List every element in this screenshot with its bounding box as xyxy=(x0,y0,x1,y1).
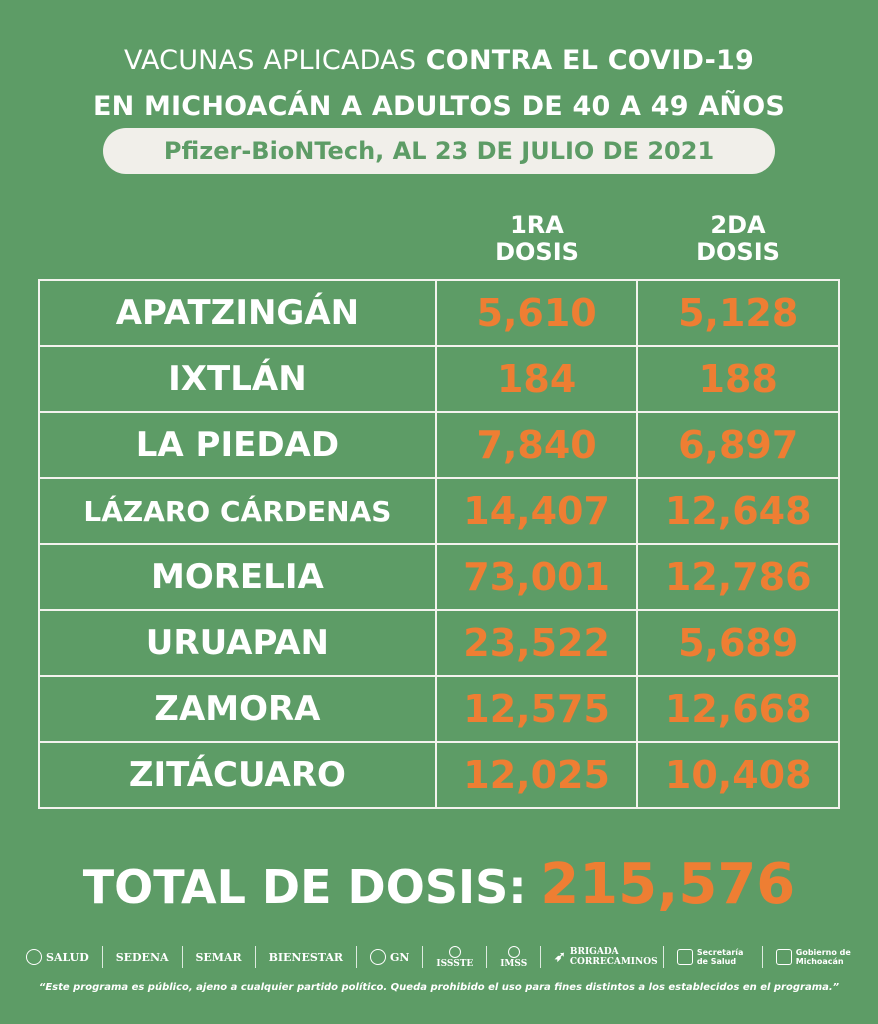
dose1-cell: 7,840 xyxy=(434,411,639,479)
title-bold-part: CONTRA EL COVID-19 xyxy=(425,45,754,76)
logo-issste-text: ISSSTE xyxy=(436,958,474,969)
dose2-cell: 12,786 xyxy=(636,543,840,611)
logo-issste: ISSSTE xyxy=(436,945,474,969)
dose2-cell: 10,408 xyxy=(636,741,840,809)
table-row: MORELIA 73,001 12,786 xyxy=(38,543,840,611)
issste-emblem-icon xyxy=(448,945,461,958)
dose2-cell: 5,689 xyxy=(636,609,840,677)
municipio-cell: APATZINGÁN xyxy=(38,279,437,347)
column-header-dose2-line1: 2DA xyxy=(710,211,766,239)
subtitle-pill: Pfizer-BioNTech, AL 23 DE JULIO DE 2021 xyxy=(103,128,775,174)
logo-brigada-text: BRIGADA CORRECAMINOS xyxy=(569,947,658,967)
municipio-cell: URUAPAN xyxy=(38,609,437,677)
title-line-1: VACUNAS APLICADAS CONTRA EL COVID-19 xyxy=(0,38,878,84)
dose2-cell: 12,648 xyxy=(636,477,840,545)
dose1-cell: 5,610 xyxy=(434,279,639,347)
logo-divider xyxy=(662,946,664,968)
gn-emblem-icon xyxy=(370,949,387,965)
table-row: LÁZARO CÁRDENAS 14,407 12,648 xyxy=(38,477,840,545)
title-line-2: EN MICHOACÁN A ADULTOS DE 40 A 49 AÑOS xyxy=(92,91,786,122)
municipio-cell: IXTLÁN xyxy=(38,345,437,413)
title-light-part: VACUNAS APLICADAS xyxy=(124,45,417,76)
logo-divider xyxy=(486,946,488,968)
logo-divider xyxy=(254,946,256,968)
column-header-dose1-line2: DOSIS xyxy=(495,238,579,266)
table-row: ZAMORA 12,575 12,668 xyxy=(38,675,840,743)
dose1-cell: 23,522 xyxy=(434,609,639,677)
municipio-cell: LÁZARO CÁRDENAS xyxy=(38,477,437,545)
page-title: VACUNAS APLICADAS CONTRA EL COVID-19 EN … xyxy=(0,38,878,130)
municipio-cell: MORELIA xyxy=(38,543,437,611)
column-header-dose2-line2: DOSIS xyxy=(696,238,780,266)
logo-secretaria-text: Secretaría de Salud xyxy=(696,948,744,966)
dose2-cell: 6,897 xyxy=(636,411,840,479)
vaccination-table: APATZINGÁN 5,610 5,128 IXTLÁN 184 188 LA… xyxy=(38,279,840,809)
logo-sedena: SEDENA xyxy=(115,950,169,964)
total-value: 215,576 xyxy=(540,852,796,917)
logo-brigada: ➶ BRIGADA CORRECAMINOS xyxy=(554,947,658,967)
salud-emblem-icon xyxy=(26,949,42,965)
logo-gobierno-michoacan: Gobierno de Michoacán xyxy=(775,948,852,966)
logo-divider xyxy=(101,946,103,968)
logo-divider xyxy=(181,946,183,968)
logo-strip: SALUD SEDENA SEMAR BIENESTAR GN ISSSTE I… xyxy=(26,942,852,972)
total-doses: TOTAL DE DOSIS: 215,576 xyxy=(0,850,878,933)
table-row: ZITÁCUARO 12,025 10,408 xyxy=(38,741,840,809)
logo-divider xyxy=(540,946,542,968)
dose2-cell: 188 xyxy=(636,345,840,413)
logo-semar: SEMAR xyxy=(195,950,242,964)
municipio-cell: LA PIEDAD xyxy=(38,411,437,479)
dose2-cell: 12,668 xyxy=(636,675,840,743)
logo-gobierno-text: Gobierno de Michoacán xyxy=(795,948,851,966)
column-header-dose2: 2DA DOSIS xyxy=(638,212,838,266)
dose1-cell: 73,001 xyxy=(434,543,639,611)
dose1-cell: 12,575 xyxy=(434,675,639,743)
imss-emblem-icon xyxy=(507,945,520,958)
logo-divider xyxy=(761,946,763,968)
dose2-cell: 5,128 xyxy=(636,279,840,347)
logo-imss-text: IMSS xyxy=(500,958,528,969)
logo-gn-text: GN xyxy=(390,950,410,964)
logo-divider xyxy=(422,946,424,968)
logo-salud-text: SALUD xyxy=(46,950,89,964)
michoacan-shield-icon xyxy=(676,949,693,965)
logo-secretaria-salud: Secretaría de Salud xyxy=(676,948,749,966)
table-row: APATZINGÁN 5,610 5,128 xyxy=(38,279,840,347)
column-header-dose1: 1RA DOSIS xyxy=(437,212,637,266)
roadrunner-icon: ➶ xyxy=(554,949,566,965)
logo-salud: SALUD xyxy=(26,949,89,965)
total-label: TOTAL DE DOSIS: xyxy=(82,860,527,914)
municipio-cell: ZITÁCUARO xyxy=(38,741,437,809)
table-row: URUAPAN 23,522 5,689 xyxy=(38,609,840,677)
table-row: LA PIEDAD 7,840 6,897 xyxy=(38,411,840,479)
logo-divider xyxy=(356,946,358,968)
dose1-cell: 184 xyxy=(434,345,639,413)
logo-gn: GN xyxy=(370,949,409,965)
logo-imss: IMSS xyxy=(500,945,528,969)
logo-bienestar: BIENESTAR xyxy=(268,950,344,964)
municipio-cell: ZAMORA xyxy=(38,675,437,743)
table-row: IXTLÁN 184 188 xyxy=(38,345,840,413)
michoacan-shield-icon xyxy=(775,949,792,965)
legal-footer: “Este programa es público, ajeno a cualq… xyxy=(38,982,840,993)
dose1-cell: 12,025 xyxy=(434,741,639,809)
dose1-cell: 14,407 xyxy=(434,477,639,545)
column-header-dose1-line1: 1RA xyxy=(510,211,564,239)
